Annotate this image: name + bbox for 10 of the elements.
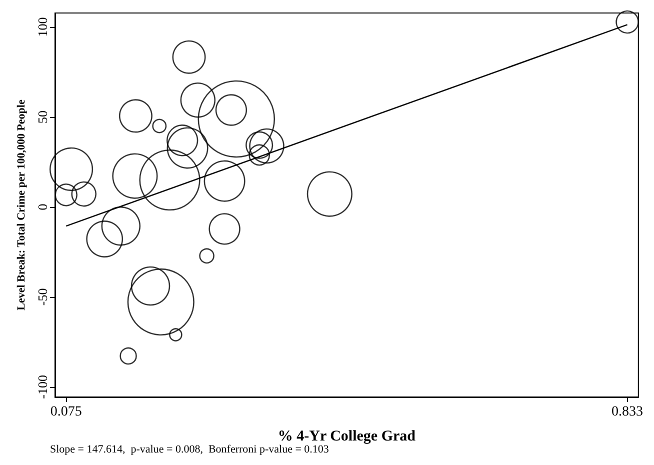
y-tick-label: 100 bbox=[35, 17, 50, 37]
y-tick-label: 50 bbox=[35, 110, 50, 124]
x-tick-label: 0.833 bbox=[612, 404, 644, 420]
y-tick-label: -100 bbox=[35, 375, 50, 399]
y-tick-label: 0 bbox=[35, 204, 50, 210]
y-tick-label: -50 bbox=[35, 288, 50, 306]
x-axis-title: % 4-Yr College Grad bbox=[278, 428, 416, 444]
x-tick-label: 0.075 bbox=[50, 404, 82, 420]
text: Slope = 147.614, p-value = 0.008, Bonferroni p-value = 0.103 bbox=[50, 444, 330, 456]
y-axis-title: Level Break: Total Crime per 100,000 People bbox=[16, 100, 28, 310]
